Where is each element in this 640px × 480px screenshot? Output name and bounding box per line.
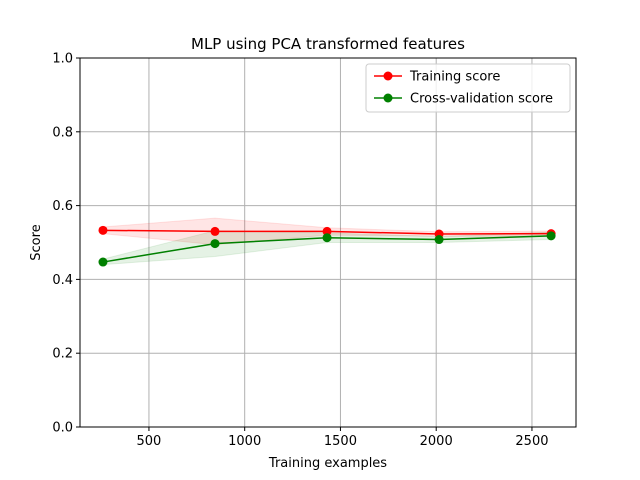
legend-marker	[383, 93, 393, 103]
legend-label: Training score	[409, 70, 500, 85]
x-axis-ticks: 500 1000 1500 2000 2500	[137, 427, 549, 449]
y-axis-ticks: 0.0 0.2 0.4 0.6 0.8 1.0	[52, 52, 80, 436]
x-tick-label: 1500	[324, 434, 357, 449]
y-tick-label: 0.8	[52, 125, 73, 140]
y-tick-label: 0.2	[52, 347, 73, 362]
data-point	[98, 257, 108, 267]
chart-title: MLP using PCA transformed features	[191, 35, 465, 53]
legend-marker	[383, 71, 393, 81]
x-tick-label: 500	[137, 434, 162, 449]
legend-label: Cross-validation score	[410, 92, 553, 107]
data-point	[434, 235, 444, 245]
data-point	[210, 226, 220, 236]
y-axis-title: Score	[29, 224, 44, 260]
y-tick-label: 0.4	[52, 273, 73, 288]
x-tick-label: 1000	[228, 434, 261, 449]
plot-frame	[79, 57, 577, 428]
data-point	[98, 225, 108, 235]
x-axis-title: Training examples	[268, 456, 387, 471]
legend: Training score Cross-validation score	[365, 63, 571, 113]
data-point	[546, 231, 556, 241]
x-tick-label: 2500	[515, 434, 548, 449]
data-point	[210, 239, 220, 249]
y-tick-label: 0.6	[52, 199, 73, 214]
data-point	[322, 226, 332, 236]
y-tick-label: 1.0	[52, 52, 73, 67]
legend-box	[365, 63, 571, 113]
data-point	[322, 233, 332, 243]
y-tick-label: 0.0	[52, 421, 73, 436]
x-tick-label: 2000	[420, 434, 453, 449]
series-lines	[98, 225, 556, 267]
